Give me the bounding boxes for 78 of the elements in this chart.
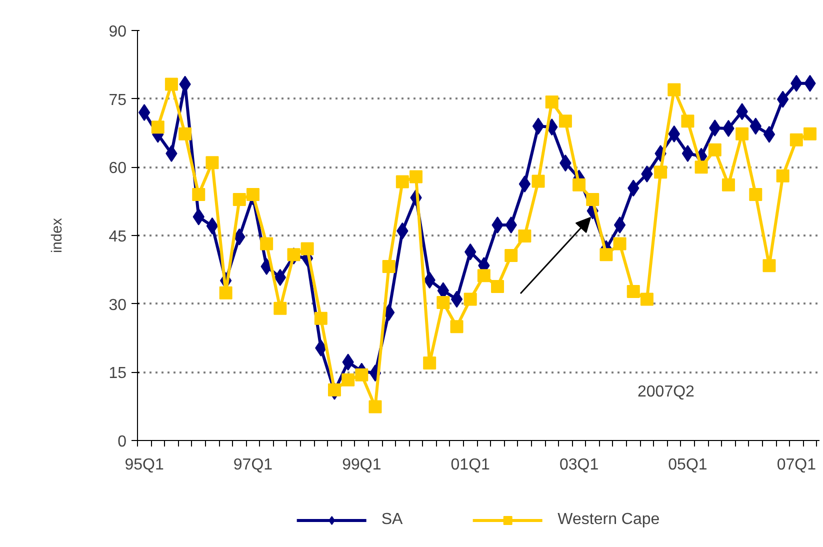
point [776,90,789,108]
point [382,260,396,273]
point [682,145,694,162]
point [736,127,749,140]
point [532,118,544,135]
y-tick-label: 0 [118,434,127,450]
point [614,216,626,234]
x-tick-label: 95Q1 [124,456,164,474]
point [708,143,722,156]
point [504,249,518,262]
point [776,169,790,182]
point [518,176,531,193]
y-axis-title: index [50,217,66,254]
y-tick-label: 45 [108,228,127,246]
point [626,285,640,298]
point [749,188,762,201]
x-tick-label: 01Q1 [450,456,490,474]
x-tick-label: 99Q1 [342,456,382,474]
point [613,237,626,250]
x-tick-label: 07Q1 [776,456,816,474]
point [668,83,681,96]
point [164,78,178,91]
annotation: 2007Q2 [638,384,695,400]
point [586,193,600,206]
legend-label: Western Cape [558,511,660,529]
y-tick-label: 75 [108,92,127,109]
point [722,178,735,192]
y-tick-label: 15 [108,365,127,382]
point [545,96,558,109]
point [654,166,668,179]
point [450,290,463,308]
point [464,292,477,306]
point [368,400,382,414]
point [518,229,532,242]
point [192,188,206,201]
point [762,259,776,272]
point [790,133,803,146]
point [572,178,586,192]
point [600,248,613,262]
point [151,120,164,134]
point [532,174,545,188]
point [328,383,341,396]
point [396,175,409,188]
point [260,237,274,250]
y-tick-label: 60 [108,160,127,178]
y-tick-label: 30 [108,296,127,314]
point [178,127,192,140]
point [206,217,218,234]
point [342,373,355,386]
x-tick-label: 05Q1 [668,456,708,474]
point [681,114,694,128]
x-tick-label: 97Q1 [233,456,273,474]
point [232,193,246,206]
point [450,320,464,334]
point [166,145,178,162]
point [138,104,150,121]
point [423,356,436,370]
point [300,242,314,256]
legend-label: SA [381,511,403,529]
point [694,160,708,174]
y-tick-label: 90 [108,24,127,40]
point [274,302,287,315]
point [477,269,490,282]
point [641,166,653,182]
point [246,188,260,201]
point [803,127,816,140]
point [491,280,504,294]
point [287,248,300,262]
point [314,312,328,325]
point [640,292,654,306]
point [410,170,423,184]
point [763,126,776,143]
x-tick-label: 03Q1 [559,456,599,474]
point [436,296,450,309]
point [206,156,219,170]
point [558,114,572,128]
point [355,368,368,382]
point [219,286,232,300]
